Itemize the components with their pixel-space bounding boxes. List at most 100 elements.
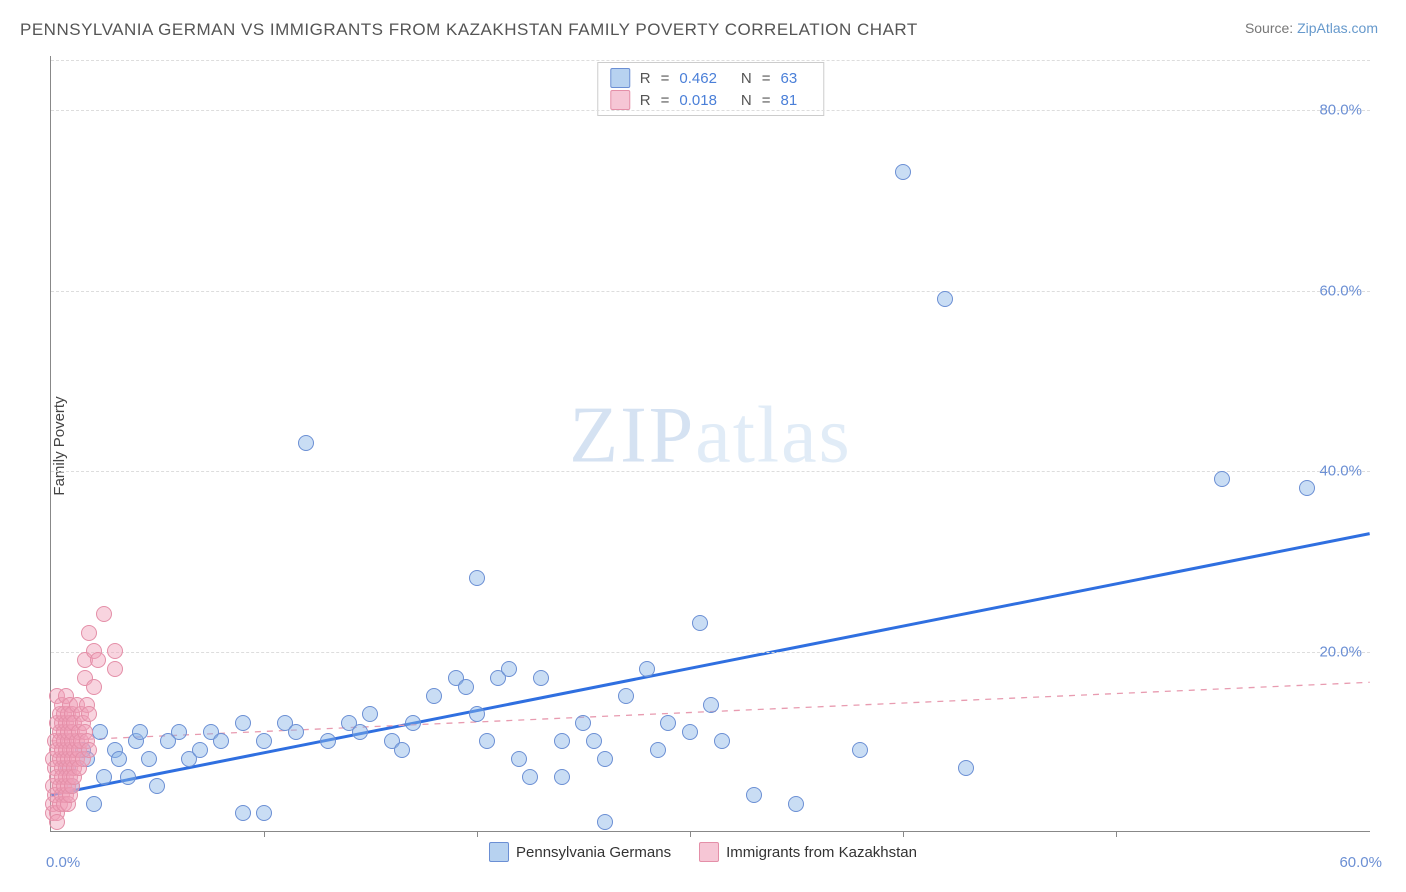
scatter-point [86,796,102,812]
scatter-point [575,715,591,731]
scatter-point [86,679,102,695]
swatch-pink [610,90,630,110]
r-value-blue: 0.462 [679,70,717,87]
scatter-point [107,643,123,659]
scatter-point [660,715,676,731]
source: Source: ZipAtlas.com [1245,20,1378,36]
scatter-point [852,742,868,758]
scatter-point [320,733,336,749]
scatter-point [256,733,272,749]
scatter-point [895,164,911,180]
legend-item-2: Immigrants from Kazakhstan [699,842,917,862]
n-value-blue: 63 [781,70,798,87]
gridline-h [51,471,1370,472]
r-label-2: R [640,92,651,109]
scatter-point [597,751,613,767]
y-tick-label: 20.0% [1319,643,1362,660]
gridline-h [51,652,1370,653]
scatter-point [171,724,187,740]
scatter-point [522,769,538,785]
legend-item-1: Pennsylvania Germans [489,842,671,862]
gridline-h [51,291,1370,292]
scatter-point [149,778,165,794]
scatter-point [682,724,698,740]
scatter-point [235,715,251,731]
scatter-point [958,760,974,776]
scatter-point [469,706,485,722]
legend-label-1: Pennsylvania Germans [516,844,671,861]
scatter-point [132,724,148,740]
scatter-point [107,661,123,677]
scatter-point [692,615,708,631]
scatter-point [746,787,762,803]
legend-bottom: Pennsylvania Germans Immigrants from Kaz… [0,842,1406,862]
swatch-blue [610,68,630,88]
r-value-pink: 0.018 [679,92,717,109]
scatter-point [554,733,570,749]
scatter-point [405,715,421,731]
r-label: R [640,70,651,87]
scatter-point [479,733,495,749]
scatter-point [81,625,97,641]
watermark-zip: ZIP [569,391,695,479]
y-tick-label: 40.0% [1319,463,1362,480]
scatter-point [597,814,613,830]
legend-top-row-2: R = 0.018 N = 81 [610,89,811,111]
x-tick [690,831,691,837]
x-tick [903,831,904,837]
scatter-point [81,742,97,758]
scatter-point [618,688,634,704]
scatter-point [501,661,517,677]
scatter-point [192,742,208,758]
legend-label-2: Immigrants from Kazakhstan [726,844,917,861]
scatter-point [96,606,112,622]
scatter-point [90,652,106,668]
scatter-point [937,291,953,307]
gridline-h [51,60,1370,61]
scatter-point [213,733,229,749]
scatter-point [362,706,378,722]
scatter-point [703,697,719,713]
eq-sign: = [661,70,670,87]
chart-title: PENNSYLVANIA GERMAN VS IMMIGRANTS FROM K… [20,20,918,40]
scatter-point [352,724,368,740]
y-tick-label: 80.0% [1319,102,1362,119]
scatter-point [141,751,157,767]
plot-area: ZIPatlas R = 0.462 N = 63 R = 0.018 N = … [50,56,1370,832]
scatter-point [426,688,442,704]
scatter-point [96,769,112,785]
scatter-point [469,570,485,586]
eq-sign-3: = [661,92,670,109]
gridline-h [51,110,1370,111]
scatter-point [650,742,666,758]
scatter-point [256,805,272,821]
scatter-point [120,769,136,785]
x-tick [264,831,265,837]
source-link[interactable]: ZipAtlas.com [1297,20,1378,36]
swatch-blue-2 [489,842,509,862]
watermark-atlas: atlas [695,391,852,479]
scatter-point [111,751,127,767]
x-tick [1116,831,1117,837]
legend-top-row-1: R = 0.462 N = 63 [610,67,811,89]
scatter-point [458,679,474,695]
scatter-point [639,661,655,677]
scatter-point [49,814,65,830]
scatter-point [788,796,804,812]
scatter-point [288,724,304,740]
scatter-point [511,751,527,767]
scatter-point [554,769,570,785]
scatter-point [394,742,410,758]
source-label: Source: [1245,20,1297,36]
scatter-point [1214,471,1230,487]
legend-top: R = 0.462 N = 63 R = 0.018 N = 81 [597,62,824,116]
n-value-pink: 81 [781,92,798,109]
y-tick-label: 60.0% [1319,282,1362,299]
swatch-pink-2 [699,842,719,862]
x-origin-label: 0.0% [46,854,80,871]
eq-sign-2: = [762,70,771,87]
n-label: N [741,70,752,87]
n-label-2: N [741,92,752,109]
scatter-point [1299,480,1315,496]
x-max-label: 60.0% [1339,854,1382,871]
